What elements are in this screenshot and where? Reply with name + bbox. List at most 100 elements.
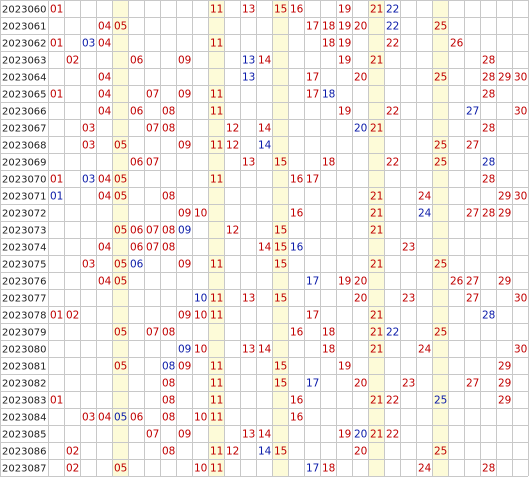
number: 07 xyxy=(146,123,159,135)
number: 10 xyxy=(194,463,207,475)
number: 23 xyxy=(402,293,415,305)
number: 04 xyxy=(98,38,112,50)
number: 21 xyxy=(370,225,383,237)
number: 17 xyxy=(306,174,319,186)
number: 11 xyxy=(210,38,223,50)
number: 11 xyxy=(210,446,223,458)
number: 01 xyxy=(50,395,63,407)
issue: 2023076 xyxy=(2,277,47,288)
number: 20 xyxy=(354,276,367,288)
number: 14 xyxy=(258,344,272,356)
number: 08 xyxy=(162,378,175,390)
number: 11 xyxy=(210,140,223,152)
number: 12 xyxy=(226,140,239,152)
number: 25 xyxy=(434,327,447,339)
number: 26 xyxy=(450,38,464,50)
number: 21 xyxy=(370,191,383,203)
number: 19 xyxy=(338,106,351,118)
number: 11 xyxy=(210,4,223,16)
number: 01 xyxy=(50,191,63,203)
number: 04 xyxy=(98,21,112,33)
issue: 2023066 xyxy=(2,107,47,118)
number: 27 xyxy=(466,293,479,305)
number: 04 xyxy=(98,242,112,254)
issue: 2023071 xyxy=(2,192,47,203)
number: 11 xyxy=(210,293,223,305)
number: 15 xyxy=(274,4,287,16)
number: 23 xyxy=(402,378,415,390)
number: 08 xyxy=(162,446,175,458)
number: 14 xyxy=(258,123,272,135)
number: 11 xyxy=(210,395,223,407)
number: 25 xyxy=(434,72,447,84)
number: 22 xyxy=(386,327,399,339)
number: 10 xyxy=(194,412,207,424)
number: 20 xyxy=(354,123,367,135)
issue: 2023077 xyxy=(2,294,47,305)
issue: 2023079 xyxy=(2,328,47,339)
number: 19 xyxy=(338,55,351,67)
number: 27 xyxy=(466,208,479,220)
number: 16 xyxy=(290,208,304,220)
number: 17 xyxy=(306,378,319,390)
number: 08 xyxy=(162,225,175,237)
issue: 2023074 xyxy=(2,243,47,254)
number: 20 xyxy=(354,72,367,84)
number: 29 xyxy=(498,276,511,288)
number: 07 xyxy=(146,89,159,101)
issue: 2023078 xyxy=(2,311,47,322)
issue: 2023063 xyxy=(2,56,47,67)
number: 01 xyxy=(50,4,63,16)
number: 01 xyxy=(50,310,63,322)
number: 15 xyxy=(274,293,287,305)
number: 18 xyxy=(322,21,335,33)
number: 01 xyxy=(50,89,63,101)
number: 11 xyxy=(210,89,223,101)
number: 15 xyxy=(274,446,287,458)
number: 25 xyxy=(434,446,447,458)
number: 20 xyxy=(354,378,367,390)
issue: 2023085 xyxy=(2,430,47,441)
number: 30 xyxy=(514,191,527,203)
number: 13 xyxy=(242,429,255,441)
number: 30 xyxy=(514,344,527,356)
issue: 2023082 xyxy=(2,379,47,390)
number: 24 xyxy=(418,208,432,220)
number: 21 xyxy=(370,55,383,67)
number: 18 xyxy=(322,89,335,101)
number: 05 xyxy=(114,174,127,186)
number: 05 xyxy=(114,361,127,373)
number: 21 xyxy=(370,123,383,135)
number: 25 xyxy=(434,140,447,152)
issue: 2023062 xyxy=(2,39,47,50)
number: 05 xyxy=(114,276,127,288)
number: 16 xyxy=(290,4,304,16)
number: 06 xyxy=(130,55,144,67)
number: 24 xyxy=(418,344,432,356)
number: 28 xyxy=(482,310,495,322)
number: 05 xyxy=(114,412,127,424)
number: 03 xyxy=(82,174,95,186)
number: 01 xyxy=(50,174,63,186)
number: 15 xyxy=(274,361,287,373)
number: 09 xyxy=(178,361,191,373)
number: 27 xyxy=(466,140,479,152)
number: 07 xyxy=(146,429,159,441)
number: 13 xyxy=(242,55,255,67)
number: 29 xyxy=(498,191,511,203)
number: 07 xyxy=(146,242,159,254)
number: 22 xyxy=(386,157,399,169)
number: 08 xyxy=(162,361,175,373)
number: 03 xyxy=(82,140,95,152)
number: 30 xyxy=(514,106,527,118)
number: 08 xyxy=(162,191,175,203)
number: 19 xyxy=(338,361,351,373)
number: 22 xyxy=(386,38,399,50)
number: 04 xyxy=(98,89,112,101)
number: 18 xyxy=(322,157,335,169)
issue: 2023064 xyxy=(2,73,47,84)
number: 16 xyxy=(290,412,304,424)
number: 13 xyxy=(242,157,255,169)
number: 22 xyxy=(386,395,399,407)
number: 16 xyxy=(290,242,304,254)
